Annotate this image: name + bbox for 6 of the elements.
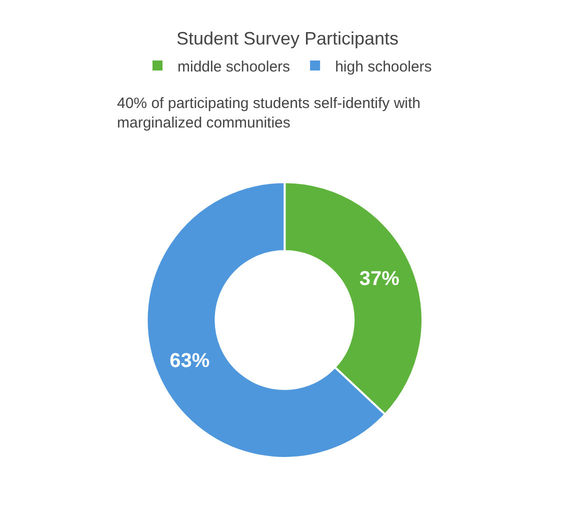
data-label: 63% [170, 350, 210, 372]
data-label: 37% [359, 268, 400, 290]
text: 40% of participating students self-identify with marginalized communities [117, 95, 420, 132]
legend-label: high schoolers [335, 58, 432, 76]
legend-label: middle schoolers [178, 58, 290, 76]
chart-title: Student Survey Participants [176, 28, 399, 48]
